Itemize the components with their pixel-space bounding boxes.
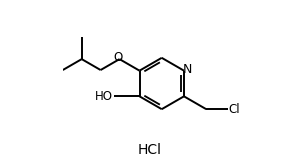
Text: N: N [183,63,192,76]
Text: HO: HO [95,90,113,103]
Text: O: O [113,51,122,64]
Text: HCl: HCl [137,143,161,157]
Text: Cl: Cl [229,103,240,116]
